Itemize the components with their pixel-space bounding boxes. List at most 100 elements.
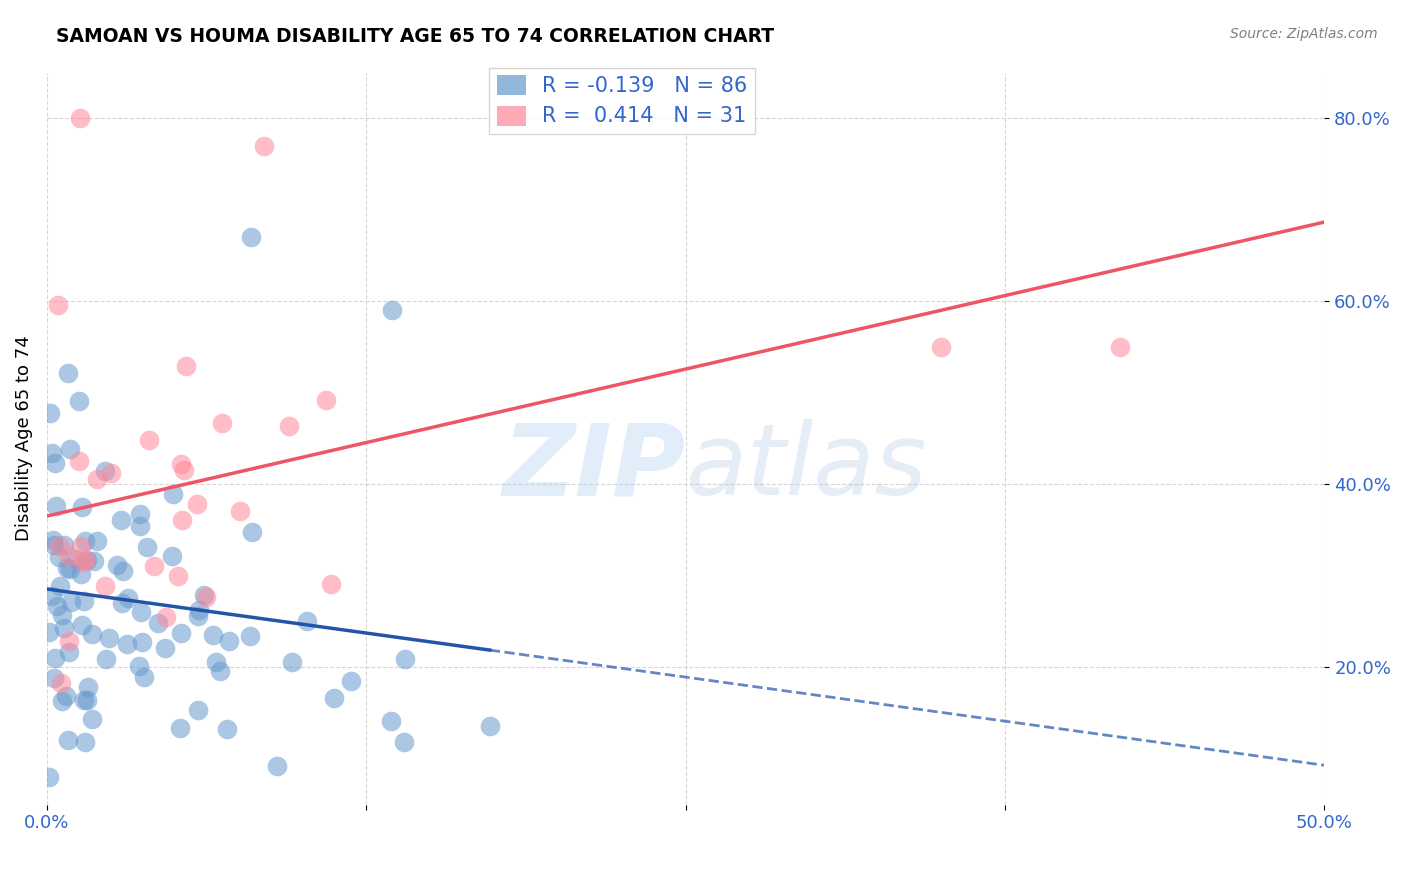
Text: atlas: atlas (686, 419, 928, 516)
Samoans (58, 645, 80, 659)
Samoans (59, 562, 82, 576)
Samoans (42, 533, 65, 547)
Samoans (67, 393, 90, 408)
Text: Source: ZipAtlas.com: Source: ZipAtlas.com (1230, 27, 1378, 41)
Houma (315, 393, 337, 408)
Samoans (117, 591, 139, 605)
Samoans (98, 632, 121, 646)
Houma (48, 539, 70, 553)
Samoans (129, 508, 152, 522)
Houma (211, 416, 233, 430)
Samoans (266, 759, 288, 773)
Samoans (297, 615, 319, 629)
Samoans (187, 703, 209, 717)
Samoans (135, 540, 157, 554)
Samoans (188, 603, 211, 617)
Houma (929, 340, 952, 354)
Samoans (48, 550, 70, 565)
Samoans (208, 664, 231, 678)
Houma (186, 497, 208, 511)
Houma (138, 433, 160, 447)
Houma (75, 553, 97, 567)
Houma (167, 569, 190, 583)
Houma (72, 556, 94, 570)
Samoans (131, 635, 153, 649)
Samoans (217, 722, 239, 736)
Houma (1109, 340, 1132, 354)
Samoans (204, 655, 226, 669)
Houma (58, 549, 80, 563)
Samoans (115, 637, 138, 651)
Samoans (193, 588, 215, 602)
Houma (46, 298, 69, 312)
Samoans (51, 607, 73, 622)
Houma (94, 579, 117, 593)
Houma (170, 457, 193, 471)
Samoans (162, 487, 184, 501)
Samoans (73, 693, 96, 707)
Samoans (53, 538, 76, 552)
Samoans (75, 735, 97, 749)
Samoans (93, 464, 115, 478)
Samoans (242, 525, 264, 540)
Samoans (187, 608, 209, 623)
Samoans (169, 721, 191, 735)
Houma (277, 418, 299, 433)
Houma (100, 466, 122, 480)
Samoans (60, 595, 83, 609)
Samoans (70, 618, 93, 632)
Samoans (76, 553, 98, 567)
Samoans (45, 499, 67, 513)
Houma (173, 463, 195, 477)
Samoans (38, 770, 60, 784)
Houma (229, 504, 252, 518)
Samoans (51, 694, 73, 708)
Houma (58, 633, 80, 648)
Samoans (73, 533, 96, 548)
Samoans (281, 655, 304, 669)
Samoans (73, 594, 96, 608)
Samoans (46, 599, 69, 613)
Houma (86, 472, 108, 486)
Samoans (128, 658, 150, 673)
Samoans (58, 442, 80, 457)
Samoans (53, 621, 76, 635)
Samoans (240, 230, 263, 244)
Samoans (42, 538, 65, 552)
Samoans (340, 674, 363, 689)
Y-axis label: Disability Age 65 to 74: Disability Age 65 to 74 (15, 335, 32, 541)
Samoans (66, 552, 89, 566)
Houma (49, 676, 72, 690)
Samoans (170, 626, 193, 640)
Samoans (201, 628, 224, 642)
Samoans (82, 713, 104, 727)
Samoans (80, 626, 103, 640)
Samoans (239, 629, 262, 643)
Houma (195, 591, 218, 605)
Text: ZIP: ZIP (503, 419, 686, 516)
Houma (321, 577, 343, 591)
Houma (70, 539, 93, 553)
Samoans (105, 558, 128, 572)
Samoans (41, 446, 63, 460)
Samoans (83, 553, 105, 567)
Samoans (76, 693, 98, 707)
Samoans (77, 680, 100, 694)
Samoans (110, 513, 132, 527)
Samoans (86, 533, 108, 548)
Text: SAMOAN VS HOUMA DISABILITY AGE 65 TO 74 CORRELATION CHART: SAMOAN VS HOUMA DISABILITY AGE 65 TO 74 … (56, 27, 775, 45)
Houma (69, 112, 91, 126)
Samoans (162, 549, 184, 563)
Samoans (70, 500, 93, 515)
Samoans (394, 652, 416, 666)
Samoans (56, 561, 79, 575)
Samoans (55, 689, 77, 703)
Houma (155, 609, 177, 624)
Samoans (38, 625, 60, 640)
Houma (67, 454, 90, 468)
Houma (253, 138, 276, 153)
Samoans (146, 615, 169, 630)
Samoans (96, 652, 118, 666)
Samoans (44, 650, 66, 665)
Samoans (392, 735, 415, 749)
